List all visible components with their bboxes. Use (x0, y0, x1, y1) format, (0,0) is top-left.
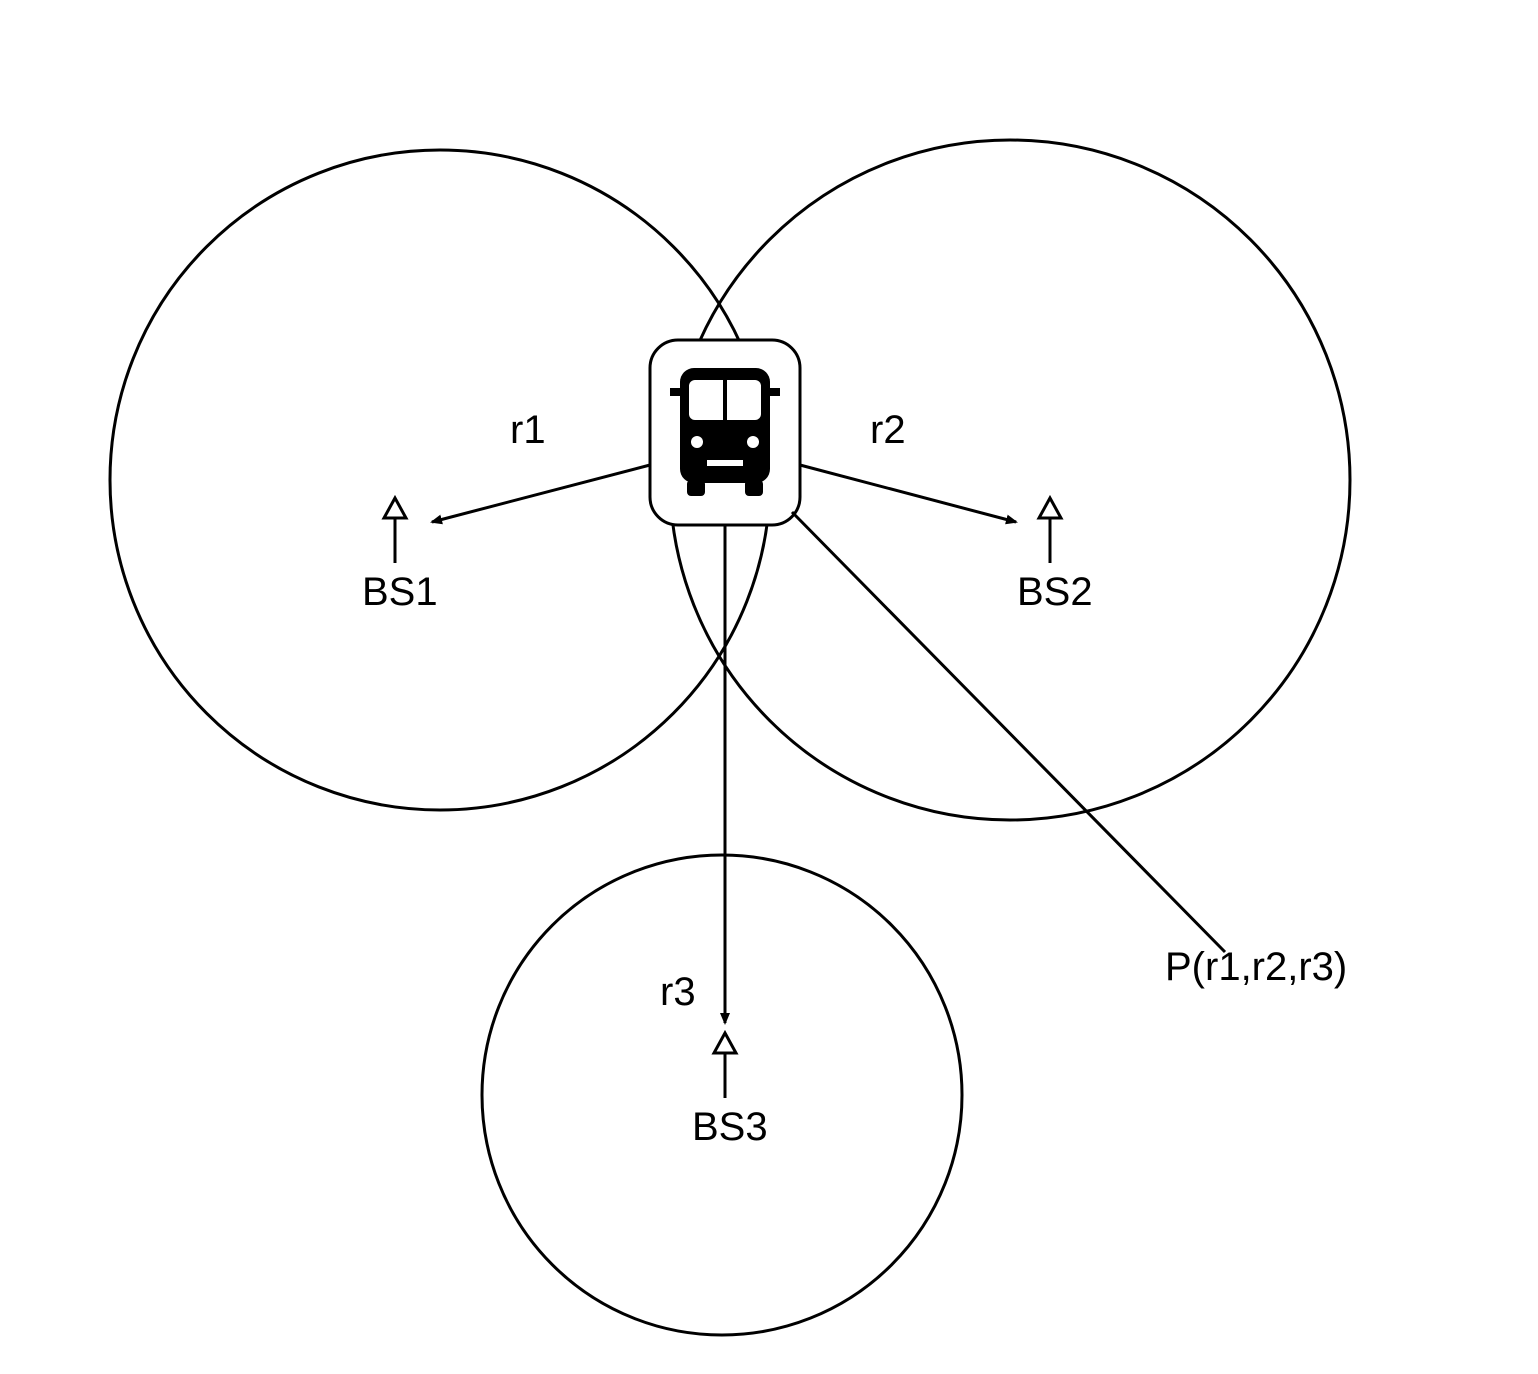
pointer-line (792, 512, 1225, 952)
arrow-r1 (432, 465, 650, 522)
bs3-antenna-icon (714, 1033, 736, 1098)
label-r1: r1 (510, 408, 546, 453)
bs1-antenna-icon (384, 498, 406, 563)
label-bs1: BS1 (362, 570, 438, 615)
bs2-antenna-icon (1039, 498, 1061, 563)
label-r2: r2 (870, 408, 906, 453)
bus-icon (670, 368, 780, 496)
label-p: P(r1,r2,r3) (1165, 945, 1347, 990)
trilateration-diagram (0, 0, 1538, 1374)
arrow-r2 (800, 465, 1016, 522)
coverage-circle-bs3 (482, 855, 962, 1335)
label-bs2: BS2 (1017, 570, 1093, 615)
label-r3: r3 (660, 970, 696, 1015)
label-bs3: BS3 (692, 1105, 768, 1150)
